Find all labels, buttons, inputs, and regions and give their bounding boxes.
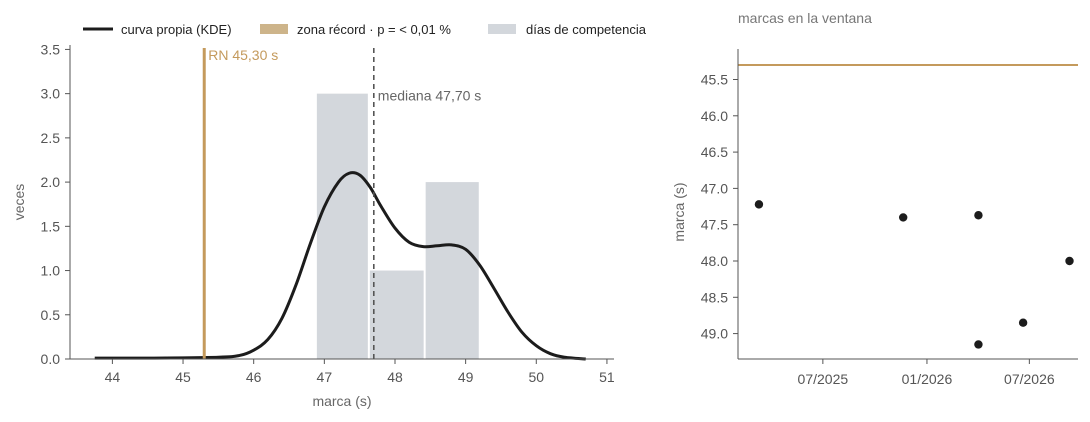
- histogram-chart: RN 45,30 s mediana 47,70 s 44 45 46 47 48 49 5…: [11, 41, 615, 409]
- record-label: RN 45,30 s: [208, 47, 278, 63]
- scatter-chart: marcas en la ventana 07/2025 01/2026 07/20…: [671, 10, 1078, 387]
- scatter-y-tick-label: 47.5: [701, 217, 728, 233]
- scatter-point: [974, 340, 983, 349]
- histogram-y-tick-label: 0.5: [41, 307, 61, 323]
- histogram-y-tick-label: 3.0: [41, 86, 61, 102]
- histogram-x-tick-label: 51: [599, 369, 615, 385]
- histogram-y-tick-label: 2.0: [41, 174, 61, 190]
- histogram-x-tick-label: 47: [317, 369, 333, 385]
- legend-hist-swatch: [488, 24, 516, 34]
- legend: curva propia (KDE) zona récord · p = < 0…: [83, 22, 647, 37]
- histogram-x-tick-label: 48: [387, 369, 403, 385]
- histogram-x-tick-label: 50: [528, 369, 544, 385]
- legend-hist-label: días de competencia: [526, 22, 647, 37]
- scatter-y-tick-label: 49.0: [701, 326, 728, 342]
- histogram-x-tick-label: 45: [175, 369, 191, 385]
- histogram-y-tick-label: 1.5: [41, 218, 61, 234]
- histogram-x-tick-label: 46: [246, 369, 262, 385]
- histogram-y-tick-label: 2.5: [41, 130, 61, 146]
- histogram-bar: [369, 270, 424, 359]
- median-label: mediana 47,70 s: [378, 88, 482, 104]
- scatter-point: [1018, 318, 1028, 327]
- histogram-bar: [316, 93, 368, 359]
- histogram-x-tick-label: 44: [105, 369, 121, 385]
- scatter-point: [898, 213, 908, 222]
- scatter-y-axis-label: marca (s): [671, 182, 687, 241]
- histogram-x-axis-label: marca (s): [312, 393, 371, 409]
- histogram-axes: 44 45 46 47 48 49 50 51 0.0 0.5 1.0 1.5 2.0 2.5 3.0 3.5: [41, 41, 615, 385]
- scatter-y-tick-label: 47.0: [701, 180, 728, 196]
- scatter-title: marcas en la ventana: [738, 10, 872, 26]
- kde-curve: [94, 171, 586, 361]
- scatter-points: [754, 200, 1074, 349]
- scatter-y-tick-label: 46.0: [701, 108, 728, 124]
- histogram-y-tick-label: 3.5: [41, 41, 61, 57]
- scatter-x-tick-label: 07/2026: [1004, 371, 1055, 387]
- scatter-point: [1065, 256, 1074, 266]
- histogram-x-tick-label: 49: [458, 369, 474, 385]
- scatter-point: [974, 211, 983, 220]
- histogram-bars: [316, 93, 479, 359]
- legend-record-swatch: [260, 24, 288, 34]
- scatter-y-tick-label: 45.5: [701, 71, 728, 87]
- histogram-bar: [425, 182, 479, 359]
- histogram-y-tick-label: 0.0: [41, 351, 61, 367]
- scatter-x-tick-label: 01/2026: [902, 371, 953, 387]
- histogram-y-axis-label: veces: [11, 184, 27, 221]
- scatter-point: [754, 200, 764, 209]
- scatter-axes: 07/2025 01/2026 07/2026 45.5 46.0 46.5 47.0 47.…: [701, 49, 1078, 387]
- legend-record-label: zona récord · p = < 0,01 %: [297, 22, 451, 37]
- legend-kde-label: curva propia (KDE): [121, 22, 232, 37]
- scatter-y-tick-label: 48.0: [701, 253, 728, 269]
- scatter-y-tick-label: 46.5: [701, 144, 728, 160]
- scatter-y-tick-label: 48.5: [701, 289, 728, 305]
- histogram-y-tick-label: 1.0: [41, 263, 61, 279]
- scatter-x-tick-label: 07/2025: [798, 371, 849, 387]
